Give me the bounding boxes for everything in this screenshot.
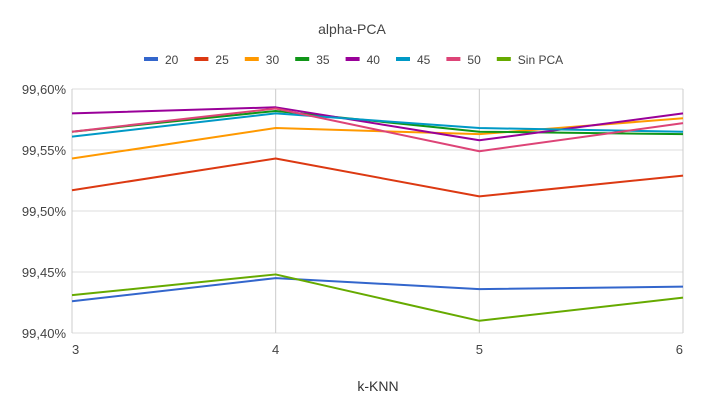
legend-swatch bbox=[244, 57, 259, 61]
legend-swatch bbox=[446, 57, 461, 61]
series-line-40 bbox=[71, 106, 684, 142]
series-line-20 bbox=[71, 277, 684, 303]
x-axis-label: k-KNN bbox=[357, 378, 398, 394]
legend-item: 50 bbox=[446, 53, 481, 67]
series-line-45 bbox=[71, 112, 684, 138]
legend-item: 20 bbox=[144, 53, 179, 67]
legend-item: 40 bbox=[345, 53, 381, 67]
x-axis-ticks: 3 4 5 6 bbox=[72, 342, 683, 357]
plot-series bbox=[71, 106, 684, 322]
legend-swatch bbox=[295, 57, 310, 61]
legend-label: 45 bbox=[417, 53, 431, 67]
legend-item: 30 bbox=[244, 53, 280, 67]
legend-label: Sin PCA bbox=[518, 53, 563, 67]
series-line-25 bbox=[71, 157, 684, 198]
legend-item: 45 bbox=[396, 53, 431, 67]
legend-label: 25 bbox=[215, 53, 229, 67]
legend-label: 20 bbox=[165, 53, 179, 67]
legend-swatch bbox=[345, 57, 360, 61]
legend-label: 50 bbox=[467, 53, 481, 67]
x-tick-label: 5 bbox=[476, 342, 483, 357]
legend-label: 30 bbox=[266, 53, 280, 67]
y-axis-ticks: 99,40% 99,45% 99,50% 99,55% 99,60% bbox=[22, 82, 67, 341]
x-tick-label: 4 bbox=[272, 342, 279, 357]
chart-legend: 20 25 30 35 40 45 50 Sin PCA bbox=[144, 53, 563, 67]
y-tick-label: 99,60% bbox=[22, 82, 67, 97]
legend-item: Sin PCA bbox=[496, 53, 563, 67]
y-tick-label: 99,45% bbox=[22, 265, 67, 280]
legend-label: 40 bbox=[367, 53, 381, 67]
legend-item: 35 bbox=[295, 53, 330, 67]
plot-gridlines bbox=[71, 88, 684, 334]
series-line-50 bbox=[71, 107, 684, 153]
legend-swatch bbox=[194, 57, 209, 61]
chart-title: alpha-PCA bbox=[318, 21, 386, 37]
legend-label: 35 bbox=[316, 53, 330, 67]
legend-swatch bbox=[396, 57, 410, 61]
legend-swatch bbox=[496, 57, 511, 61]
y-tick-label: 99,50% bbox=[22, 204, 67, 219]
legend-swatch bbox=[144, 57, 158, 61]
legend-item: 25 bbox=[194, 53, 229, 67]
y-tick-label: 99,55% bbox=[22, 143, 67, 158]
x-tick-label: 3 bbox=[72, 342, 79, 357]
y-tick-label: 99,40% bbox=[22, 326, 67, 341]
x-tick-label: 6 bbox=[676, 342, 683, 357]
series-line-sin-pca bbox=[71, 273, 684, 322]
